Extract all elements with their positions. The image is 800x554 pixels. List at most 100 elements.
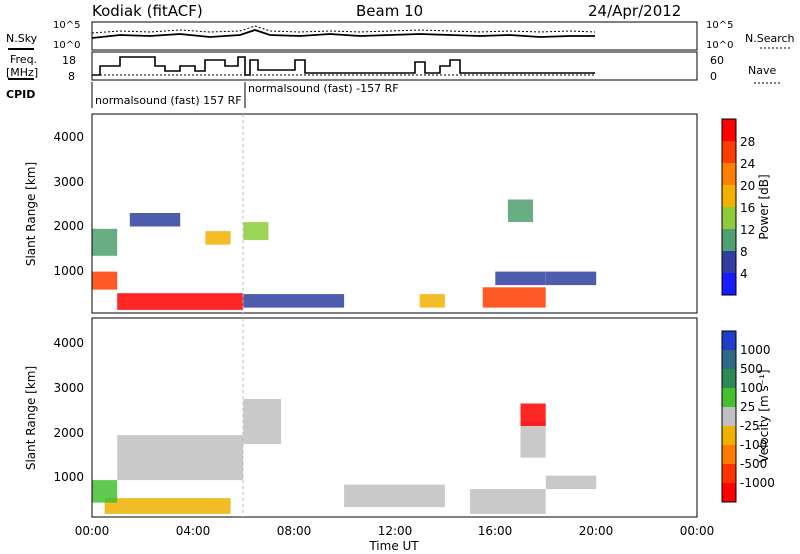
velocity-ytick-4000: 4000 <box>53 336 84 350</box>
velocity-cell-6 <box>520 421 546 458</box>
vel-cbar-swatch-2 <box>722 369 736 389</box>
power-cell-6 <box>243 294 345 308</box>
power-colorbar-ticks: 4 8 12 16 20 24 28 <box>740 135 755 281</box>
vel-cbar-tick-500: 500 <box>740 362 763 376</box>
power-ytick-4000: 4000 <box>53 130 84 144</box>
nsearch-label: N.Search <box>745 32 795 45</box>
velocity-cell-0 <box>104 498 231 514</box>
vel-cbar-swatch-3 <box>722 388 736 408</box>
power-cbar-tick-16: 16 <box>740 201 755 215</box>
velocity-ytick-3000: 3000 <box>53 381 84 395</box>
power-cbar-tick-8: 8 <box>740 245 748 259</box>
freq-panel-frame <box>91 51 698 81</box>
power-cell-1 <box>92 271 118 290</box>
power-cell-2 <box>92 228 118 256</box>
velocity-ytick-2000: 2000 <box>53 426 84 440</box>
power-heatmap <box>92 199 597 310</box>
power-cbar-tick-20: 20 <box>740 179 755 193</box>
velocity-cell-2 <box>117 435 244 481</box>
xtick-0800: 08:00 <box>277 524 312 538</box>
vel-cbar-tick-minus500: -500 <box>740 457 767 471</box>
vel-cbar-swatch-5 <box>722 426 736 446</box>
vel-cbar-swatch-7 <box>722 464 736 484</box>
vel-cbar-swatch-6 <box>722 445 736 465</box>
nsearch-trace <box>91 25 596 34</box>
nsky-tick-top-left: 10^5 <box>53 20 80 31</box>
power-cell-5 <box>243 222 269 241</box>
power-colorbar <box>722 119 736 296</box>
nsky-panel-frame <box>91 21 698 51</box>
velocity-colorbar-frame <box>721 330 737 503</box>
velocity-heatmap <box>92 399 597 514</box>
nave-label: Nave <box>748 64 776 77</box>
velocity-cell-7 <box>520 403 546 426</box>
velocity-panel-frame <box>91 317 698 518</box>
power-ytick-3000: 3000 <box>53 175 84 189</box>
freq-trace <box>92 56 595 76</box>
xtick-0400: 04:00 <box>176 524 211 538</box>
velocity-colorbar-label: Velocity [m s⁻¹] <box>757 369 771 462</box>
velocity-cell-4 <box>344 484 445 508</box>
power-cbar-swatch-1 <box>722 141 736 164</box>
velocity-cell-5 <box>470 489 546 514</box>
power-y-axis: 1000 2000 3000 4000 <box>53 130 84 278</box>
vel-cbar-tick-minus1000: -1000 <box>740 476 775 490</box>
vel-cbar-tick-minus100: -100 <box>740 438 767 452</box>
power-panel-frame <box>91 113 698 314</box>
date-title: 24/Apr/2012 <box>588 2 681 20</box>
power-cell-3 <box>129 213 181 227</box>
power-cbar-swatch-4 <box>722 207 736 230</box>
power-colorbar-frame <box>721 118 737 296</box>
vel-cbar-tick-1000: 1000 <box>740 343 771 357</box>
xtick-2000: 20:00 <box>579 524 614 538</box>
power-colorbar-label: Power [dB] <box>757 174 771 239</box>
power-cell-10 <box>507 199 534 222</box>
xtick-0000: 00:00 <box>75 524 110 538</box>
freq-tick-bottom: 8 <box>68 70 75 83</box>
freq-label-2: [MHz] <box>6 66 38 79</box>
nsky-label: N.Sky <box>6 32 38 45</box>
station-title: Kodiak (fitACF) <box>92 2 203 20</box>
vel-cbar-tick-100: 100 <box>740 381 763 395</box>
nave-tick-top: 60 <box>710 54 724 67</box>
power-cbar-swatch-3 <box>722 185 736 208</box>
velocity-y-axis: 1000 2000 3000 4000 <box>53 336 84 484</box>
velocity-colorbar <box>722 331 736 503</box>
cpid-segment-1: normalsound (fast) 157 RF <box>95 94 242 107</box>
xtick-2400: 00:00 <box>680 524 715 538</box>
power-ytick-2000: 2000 <box>53 219 84 233</box>
nsky-tick-bottom-left: 10^0 <box>53 40 80 51</box>
power-cell-11 <box>545 271 597 286</box>
power-cbar-swatch-0 <box>722 119 736 142</box>
power-ylabel: Slant Range [km] <box>24 162 38 266</box>
velocity-cell-1 <box>92 480 118 503</box>
power-cbar-swatch-2 <box>722 163 736 186</box>
cpid-segment-2: normalsound (fast) -157 RF <box>248 82 399 95</box>
vel-cbar-swatch-4 <box>722 407 736 427</box>
velocity-ylabel: Slant Range [km] <box>24 366 38 470</box>
power-cell-4 <box>205 231 231 245</box>
xtick-1200: 12:00 <box>378 524 413 538</box>
power-cell-0 <box>117 293 244 310</box>
nsky-trace <box>91 29 595 39</box>
vel-cbar-swatch-8 <box>722 483 736 503</box>
power-cbar-swatch-5 <box>722 229 736 252</box>
x-axis-label: Time UT <box>368 539 419 553</box>
freq-tick-top: 18 <box>62 54 76 67</box>
power-cell-7 <box>419 294 445 308</box>
xtick-1600: 16:00 <box>478 524 513 538</box>
velocity-cell-8 <box>545 475 597 490</box>
velocity-colorbar-ticks: 1000 500 100 25 -25 -100 -500 -1000 <box>740 343 775 490</box>
power-cbar-tick-12: 12 <box>740 223 755 237</box>
velocity-cell-3 <box>243 399 282 444</box>
nsky-tick-top-right: 10^5 <box>706 20 733 31</box>
power-cbar-swatch-7 <box>722 273 736 296</box>
nave-tick-bottom: 0 <box>710 70 717 83</box>
power-cbar-tick-28: 28 <box>740 135 755 149</box>
power-cbar-tick-24: 24 <box>740 157 755 171</box>
power-ytick-1000: 1000 <box>53 264 84 278</box>
power-cell-8 <box>482 287 546 308</box>
vel-cbar-swatch-1 <box>722 350 736 370</box>
